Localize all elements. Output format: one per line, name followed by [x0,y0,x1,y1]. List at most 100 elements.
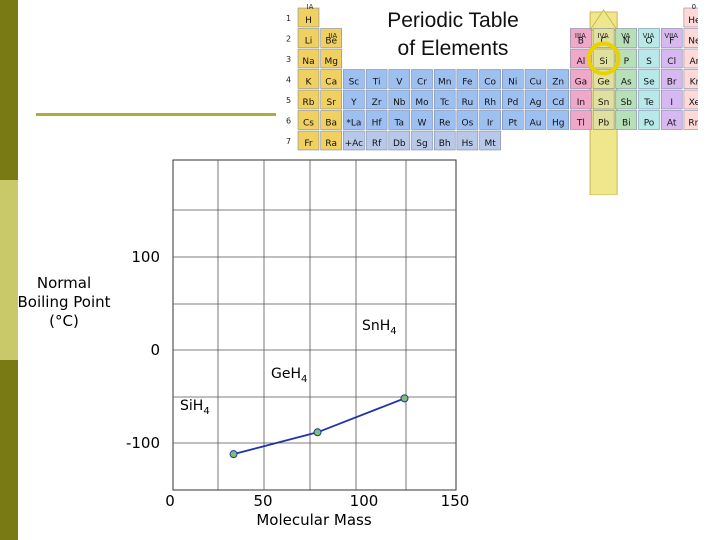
element-cell-Bi [615,110,638,130]
element-cell-Ir [479,110,501,130]
element-cell-Rb [297,89,320,110]
element-symbol-Ba: Ba [325,119,337,129]
element-symbol-Hg: Hg [552,119,564,129]
element-cell-Na [297,48,320,69]
element-symbol-N: N [623,37,630,47]
element-symbol-Ra: Ra [325,139,337,149]
element-cell-V [388,69,411,89]
data-point-geh4 [313,428,322,437]
y-axis-label: Normal Boiling Point (°C) [10,274,118,331]
element-cell-Ru [456,89,479,110]
element-cell-Fr [297,130,320,151]
element-symbol-Mo: Mo [415,98,429,108]
x-tick-label-0: 0 [165,492,175,510]
element-cell-Si [592,48,615,69]
element-symbol-Hs: Hs [462,139,474,149]
periodic-table-image: 1 H He 2 Li Be B C N O F Ne 3 Na Mg Al Si P S Cl Ar 4 K Ca Sc Ti V… [278,0,706,199]
element-symbol-Rf: Rf [372,139,382,149]
element-symbol-F: F [669,37,674,47]
element-symbol-Fr: Fr [304,139,313,149]
element-cell-Zr [365,89,388,110]
group-label-3: IVA [597,32,608,40]
period-label-5: 5 [286,96,291,105]
group-label-1: IIA [328,32,337,40]
element-cell-Cu [524,69,547,89]
element-symbol-In: In [577,98,585,108]
element-cell-I [660,89,683,110]
x-tick-label-50: 50 [253,492,273,510]
element-symbol-La: *La [346,119,361,129]
element-cell-Sn [592,89,615,110]
element-symbol-Cu: Cu [530,78,542,88]
element-symbol-Ir: Ir [487,119,494,129]
element-cell-Se [638,69,660,89]
element-symbol-Y: Y [350,98,357,108]
element-symbol-Pd: Pd [507,98,518,108]
element-symbol-Be: Be [325,37,337,47]
element-cell-Fe [456,69,479,89]
element-cell-Po [638,110,660,130]
element-symbol-Ne: Ne [688,37,698,47]
element-symbol-As: As [621,78,632,88]
slide-decorative-rule [36,113,276,116]
slide-side-stripe-middle [0,180,18,360]
element-cell-Ba [320,110,342,130]
element-cell-At [660,110,683,130]
element-cell-La [343,110,365,130]
period-label-2: 2 [286,35,291,44]
element-symbol-At: At [667,119,677,129]
element-cell-Cr [411,69,433,89]
element-cell-Sr [320,89,342,110]
element-cell-Db [388,130,411,151]
element-symbol-Kr: Kr [690,78,698,88]
element-cell-Ra [320,130,342,151]
period-label-6: 6 [286,117,291,126]
element-symbol-Rh: Rh [484,98,496,108]
element-cell-As [615,69,638,89]
element-cell-Sc [343,69,365,89]
element-symbol-C: C [600,37,606,47]
y-tick-label-0: 0 [150,341,160,359]
group-label-5: VIA [643,32,655,40]
element-symbol-Nb: Nb [393,98,406,108]
group-label-2: IIIA [575,32,586,40]
y-axis-label-line1: Normal [36,274,92,292]
x-axis-label: Molecular Mass [256,511,372,529]
element-cell-Al [570,48,592,69]
element-symbol-Tl: Tl [576,119,585,129]
element-cell-O [638,28,660,48]
element-cell-Cl [660,48,683,69]
element-symbol-Hf: Hf [372,119,383,129]
element-symbol-W: W [418,119,427,129]
element-symbol-Bh: Bh [439,139,451,149]
element-cell-Cs [297,110,320,130]
element-symbol-Se: Se [643,78,655,88]
slide-side-stripe-top [0,0,18,180]
element-symbol-Cr: Cr [417,78,427,88]
element-symbol-Na: Na [302,57,314,67]
group-label-4: VA [621,32,630,40]
element-cell-Ta [388,110,411,130]
element-cell-Hf [365,110,388,130]
element-symbol-Os: Os [462,119,474,129]
element-cell-Re [433,110,456,130]
element-symbol-Ge: Ge [597,78,610,88]
periodic-table-title-line1: Periodic Table [387,9,519,32]
element-cell-Bh [433,130,456,151]
element-symbol-Zr: Zr [372,98,382,108]
data-point-snh4 [400,394,409,403]
group-label-6: VIIA [664,32,678,40]
element-symbol-Re: Re [439,119,451,129]
group-label-0: IA [307,3,314,11]
element-symbol-Ru: Ru [462,98,474,108]
element-symbol-H: H [305,16,312,26]
element-symbol-Ca: Ca [325,78,337,88]
element-symbol-Mg: Mg [324,57,337,67]
element-symbol-Ta: Ta [394,119,405,129]
element-symbol-Bi: Bi [622,119,631,129]
element-cell-Mn [433,69,456,89]
element-symbol-Tc: Tc [439,98,449,108]
element-cell-Pb [592,110,615,130]
plot-frame [172,159,457,491]
element-symbol-Cd: Cd [552,98,564,108]
